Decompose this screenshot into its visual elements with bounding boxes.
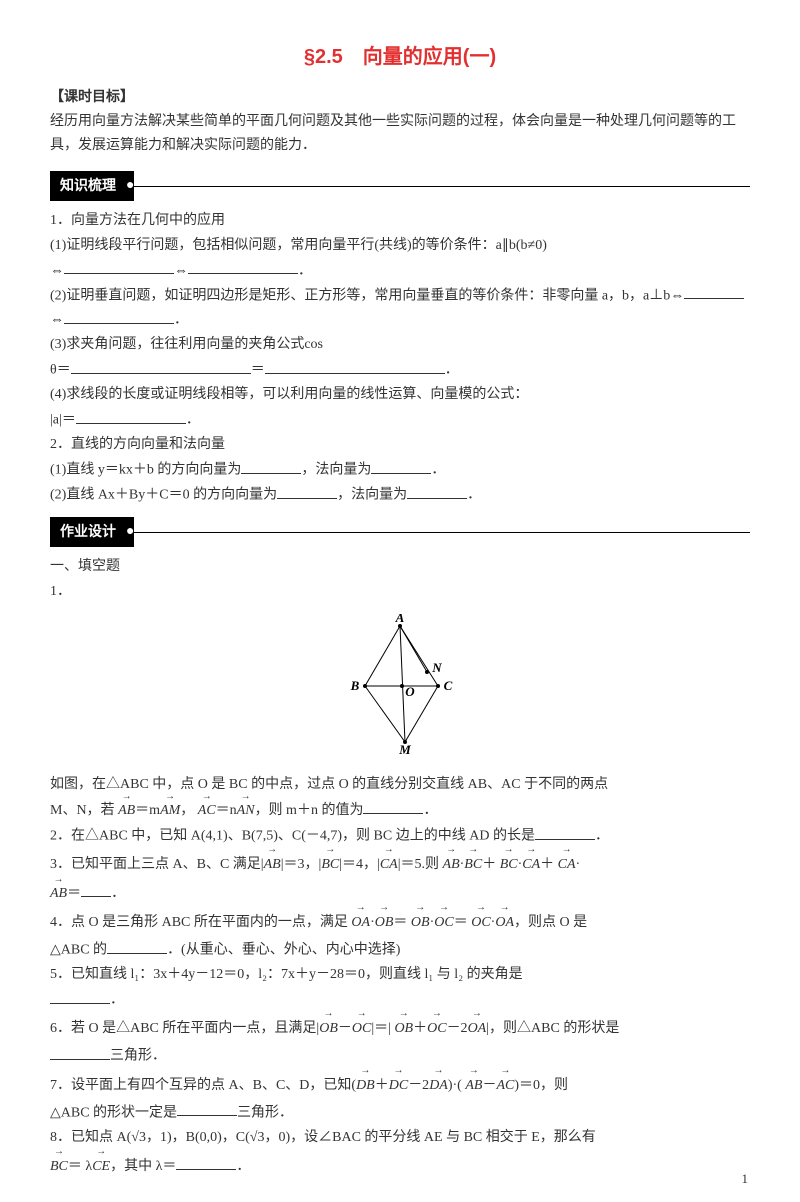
k-h1: 1．向量方法在几何中的应用 <box>50 209 750 233</box>
q1-text: 如图，在△ABC 中，点 O 是 BC 的中点，过点 O 的直线分别交直线 AB… <box>50 773 750 797</box>
q8: 8．已知点 A(√3，1)，B(0,0)，C(√3，0)，设∠BAC 的平分线 … <box>50 1126 750 1150</box>
q1-num: 1． <box>50 580 750 604</box>
label-N: N <box>431 660 442 675</box>
k-p6: (2)直线 Ax＋By＋C＝0 的方向向量为，法向量为． <box>50 483 750 507</box>
q1-text2: M、N，若 AB＝mAM， AC＝nAN，则 m＋n 的值为． <box>50 797 750 823</box>
k-p2: (2)证明垂直问题，如证明四边形是矩形、正方形等，常用向量垂直的等价条件：非零向… <box>50 284 750 332</box>
triangle-figure: A B C O N M <box>50 614 750 763</box>
q3b: AB＝． <box>50 880 750 906</box>
label-O: O <box>405 684 415 699</box>
goal-block: 【课时目标】 经历用向量方法解决某些简单的平面几何问题及其他一些实际问题的过程，… <box>50 86 750 157</box>
label-M: M <box>398 742 411 754</box>
q6: 6．若 O 是△ABC 所在平面内一点，且满足|OB－OC|＝| OB＋OC－2… <box>50 1013 750 1043</box>
section-divider-2 <box>134 532 750 533</box>
k-h2: 2．直线的方向向量和法向量 <box>50 433 750 457</box>
q3: 3．已知平面上三点 A、B、C 满足|AB|＝3，|BC|＝4，|CA|＝5.则… <box>50 849 750 879</box>
k-p1-cont: ⇔⇔． <box>50 259 750 283</box>
section-head-knowledge: 知识梳理 ● <box>50 171 750 201</box>
goal-label: 【课时目标】 <box>50 90 134 105</box>
homework-content: 一、填空题 1． A B C O <box>50 555 750 1180</box>
q4: 4．点 O 是三角形 ABC 所在平面内的一点，满足 OA·OB＝ OB·OC＝… <box>50 907 750 937</box>
section-label: 知识梳理 <box>50 171 126 201</box>
section-label-2: 作业设计 <box>50 517 126 547</box>
goal-text: 经历用向量方法解决某些简单的平面几何问题及其他一些实际问题的过程，体会向量是一种… <box>50 110 750 158</box>
label-A: A <box>395 614 405 625</box>
section-divider <box>134 186 750 187</box>
k-p1: (1)证明线段平行问题，包括相似问题，常用向量平行(共线)的等价条件：a∥b(b… <box>50 234 750 258</box>
q5: 5．已知直线 l₁：3x＋4y－12＝0，l₂：7x＋y－28＝0，则直线 l₁… <box>50 963 750 987</box>
section-head-homework: 作业设计 ● <box>50 517 750 547</box>
q2: 2．在△ABC 中，已知 A(4,1)、B(7,5)、C(－4,7)，则 BC … <box>50 824 750 848</box>
k-p3: (3)求夹角问题，往往利用向量的夹角公式cos <box>50 333 750 357</box>
q7b: △ABC 的形状一定是三角形． <box>50 1101 750 1125</box>
q4b: △ABC 的．(从重心、垂心、外心、内心中选择) <box>50 938 750 962</box>
label-B: B <box>350 678 360 693</box>
hw-sec1: 一、填空题 <box>50 555 750 579</box>
knowledge-content: 1．向量方法在几何中的应用 (1)证明线段平行问题，包括相似问题，常用向量平行(… <box>50 209 750 507</box>
page-title: §2.5 向量的应用(一) <box>50 40 750 74</box>
q8b: BC＝ λCE，其中 λ＝． <box>50 1151 750 1181</box>
k-p4b: |a|＝． <box>50 408 750 432</box>
q7: 7．设平面上有四个互异的点 A、B、C、D，已知(DB＋DC－2DA)·( AB… <box>50 1070 750 1100</box>
k-p3b: θ＝＝． <box>50 358 750 382</box>
page-number: 1 <box>742 1168 749 1190</box>
k-p4: (4)求线段的长度或证明线段相等，可以利用向量的线性运算、向量模的公式： <box>50 383 750 407</box>
label-C: C <box>444 678 453 693</box>
k-p5: (1)直线 y＝kx＋b 的方向向量为，法向量为． <box>50 458 750 482</box>
